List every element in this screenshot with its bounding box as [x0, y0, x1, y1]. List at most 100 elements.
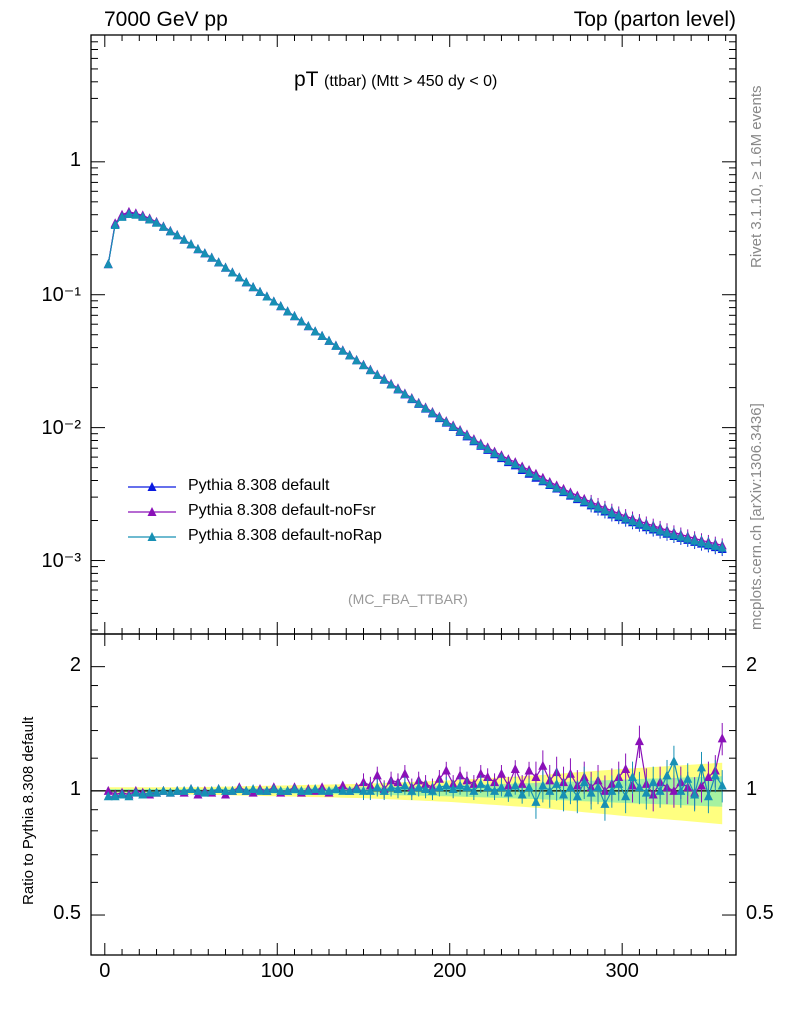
ratio-data-point [683, 773, 693, 783]
analysis-tag: (MC_FBA_TTBAR) [348, 591, 468, 607]
main-data-point [710, 540, 720, 550]
legend-entry: Pythia 8.308 default [188, 477, 330, 494]
ratio-data-point [621, 763, 631, 773]
main-series-line [107, 212, 723, 550]
ratio-data-point [372, 770, 382, 780]
ratio-data-point [331, 784, 341, 794]
ratio-data-point [538, 760, 548, 770]
ratio-y-tick-label-right: 0.5 [746, 902, 774, 925]
main-data-point [565, 489, 575, 499]
main-data-point [690, 535, 700, 545]
ratio-data-point [496, 768, 506, 778]
main-data-point [593, 502, 603, 512]
main-data-point [138, 211, 148, 221]
main-data-point [607, 508, 617, 518]
ratio-data-point [490, 785, 500, 795]
main-data-point [179, 234, 189, 244]
ratio-data-point [131, 787, 141, 797]
ratio-data-point [145, 787, 155, 797]
main-data-point [400, 389, 410, 399]
main-data-point [655, 525, 665, 535]
main-data-point [145, 214, 155, 224]
main-data-point [648, 523, 658, 533]
ratio-data-point [641, 787, 651, 797]
main-data-point [290, 311, 300, 321]
ratio-data-point [200, 787, 210, 797]
ratio-data-point [352, 784, 362, 794]
main-y-tick-label: 10⁻² [41, 416, 81, 439]
main-data-point [572, 493, 582, 503]
main-data-point [262, 291, 272, 301]
main-data-point [676, 531, 686, 541]
main-data-point [600, 505, 610, 515]
ratio-data-point [441, 780, 451, 790]
main-data-point [407, 393, 417, 403]
main-data-point [186, 239, 196, 249]
main-data-point [448, 421, 458, 431]
main-data-point [414, 398, 424, 408]
ratio-data-point [697, 780, 707, 790]
ratio-data-point [234, 784, 244, 794]
main-data-point [393, 384, 403, 394]
ratio-data-point [303, 785, 313, 795]
main-data-point [697, 537, 707, 547]
ratio-data-point [483, 782, 493, 792]
main-y-tick-label: 10⁻³ [41, 549, 81, 572]
main-data-point [476, 440, 486, 450]
ratio-data-point [517, 778, 527, 788]
ratio-data-point [172, 785, 182, 795]
ratio-data-point [241, 785, 251, 795]
ratio-data-point [600, 798, 610, 808]
main-data-point [579, 496, 589, 506]
ratio-data-point [621, 791, 631, 801]
ratio-data-point [593, 782, 603, 792]
ratio-data-point [338, 785, 348, 795]
ratio-band-inner [108, 776, 723, 807]
main-data-point [517, 463, 527, 473]
ratio-data-point [179, 785, 189, 795]
main-data-point [248, 282, 258, 292]
ratio-data-point [103, 791, 113, 801]
main-data-point [434, 412, 444, 422]
x-tick-label: 200 [433, 960, 467, 982]
ratio-data-point [290, 784, 300, 794]
ratio-data-point [103, 785, 113, 795]
main-data-point [552, 482, 562, 492]
ratio-data-point [462, 782, 472, 792]
ratio-data-point [483, 772, 493, 782]
main-data-point [296, 316, 306, 326]
main-data-point [283, 306, 293, 316]
main-series-line [107, 213, 723, 549]
ratio-data-point [697, 762, 707, 772]
ratio-y-tick-label-right: 2 [746, 653, 758, 676]
ratio-data-point [634, 736, 644, 746]
main-data-point [559, 486, 569, 496]
ratio-data-point [579, 777, 589, 787]
ratio-data-point [117, 789, 127, 799]
legend-entry: Pythia 8.308 default-noFsr [188, 502, 376, 519]
ratio-data-point [517, 789, 527, 799]
main-data-point [324, 335, 334, 345]
ratio-data-point [448, 784, 458, 794]
x-tick-label: 100 [260, 960, 294, 982]
ratio-data-point [400, 780, 410, 790]
main-data-point [455, 426, 465, 436]
main-data-point [276, 301, 286, 311]
main-data-point [386, 379, 396, 389]
ratio-data-point [193, 785, 203, 795]
ratio-data-point [138, 789, 148, 799]
main-data-point [165, 226, 175, 236]
main-data-point [234, 272, 244, 282]
main-data-point [152, 217, 162, 227]
ratio-data-point [662, 770, 672, 780]
main-data-point [379, 374, 389, 384]
ratio-data-point [531, 772, 541, 782]
ratio-data-point [393, 784, 403, 794]
main-series-1 [103, 206, 727, 553]
main-data-point [641, 520, 651, 530]
main-series-2 [103, 208, 727, 555]
main-data-point [490, 448, 500, 458]
ratio-data-point [434, 782, 444, 792]
ratio-data-point [552, 778, 562, 788]
main-data-point [510, 459, 520, 469]
